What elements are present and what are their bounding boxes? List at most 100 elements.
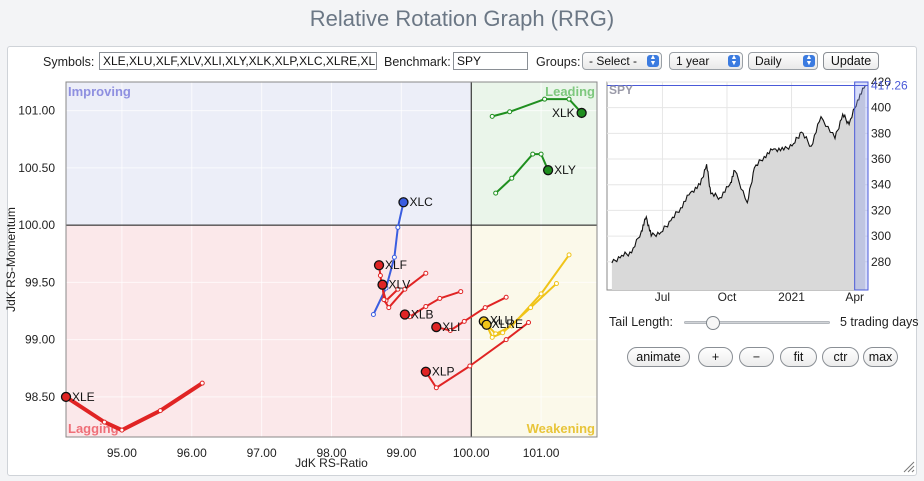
max-button[interactable]: max	[863, 347, 898, 367]
tail-length-slider-handle[interactable]	[706, 316, 721, 330]
head-marker[interactable]	[373, 260, 385, 271]
period-select-value: 1 year	[676, 54, 710, 68]
series-label: XLI	[442, 320, 460, 334]
series-label: XLB	[411, 307, 434, 321]
fit-button[interactable]: fit	[780, 347, 817, 367]
head-marker[interactable]	[481, 319, 492, 330]
tail-point	[458, 289, 464, 295]
tail-point	[493, 190, 499, 196]
head-marker[interactable]	[576, 107, 587, 119]
y-tick-label: 99.00	[25, 333, 55, 347]
tail-point	[489, 334, 495, 340]
zoom-in-button[interactable]: +	[698, 347, 733, 367]
quadrant-lagging	[66, 225, 472, 437]
tail-point	[461, 318, 467, 324]
tail-length-control: Tail Length: 5 trading days	[609, 314, 919, 332]
tail-point	[199, 380, 205, 386]
animate-button[interactable]: animate	[627, 347, 690, 367]
x-tick-label: 99.00	[386, 446, 416, 460]
tail-point	[386, 305, 392, 311]
x-tick-label: 95.00	[107, 446, 137, 460]
series-label: XLV	[389, 278, 411, 292]
head-marker[interactable]	[431, 321, 442, 333]
resize-grip-icon[interactable]	[903, 461, 915, 473]
frequency-select-value: Daily	[755, 54, 782, 68]
y-axis-label: JdK RS-Momentum	[4, 207, 18, 312]
head-marker[interactable]	[377, 279, 388, 290]
x-tick-label: 96.00	[177, 446, 207, 460]
benchmark-input[interactable]: SPY	[453, 52, 528, 70]
series-label: XLE	[72, 390, 95, 404]
series-xlv: XLV	[377, 270, 429, 311]
series-xle: XLE	[60, 380, 205, 433]
tail-point	[447, 328, 453, 333]
y-tick-label: 100.50	[18, 161, 55, 175]
tail-point	[395, 286, 401, 292]
quadrant-label-improving: Improving	[68, 84, 131, 99]
series-label: XLK	[552, 106, 575, 120]
tail-length-label: Tail Length:	[609, 315, 673, 329]
frequency-select[interactable]: Daily ▲ ▼	[748, 52, 818, 70]
center-button[interactable]: ctr	[822, 347, 859, 367]
tail-point	[566, 252, 572, 258]
tail-point	[503, 294, 509, 300]
groups-select[interactable]: - Select - ▲ ▼	[582, 52, 662, 70]
tail-point	[101, 419, 107, 425]
series-label: XLC	[409, 195, 433, 209]
tail-point	[433, 385, 439, 391]
series-xli: XLI	[431, 294, 509, 334]
tail-point	[528, 305, 534, 311]
series-xly: XLY	[493, 151, 576, 196]
series-xlp: XLP	[420, 319, 532, 391]
rrg-plot-border	[65, 81, 598, 438]
tail-point	[437, 295, 443, 301]
quadrant-label-weakening: Weakening	[527, 421, 595, 436]
rrg-quadrants	[66, 82, 597, 437]
series-label: XLRE	[492, 317, 523, 331]
series-xlu: XLU	[478, 252, 572, 337]
x-tick-label: 97.00	[247, 446, 277, 460]
y-tick-label: 99.50	[25, 275, 55, 289]
tail-point	[530, 151, 536, 157]
series-label: XLY	[554, 163, 576, 177]
tail-length-value: 5 trading days	[840, 315, 919, 329]
head-marker[interactable]	[542, 165, 554, 176]
symbols-input[interactable]: XLE,XLU,XLF,XLV,XLI,XLY,XLK,XLP,XLC,XLRE…	[99, 52, 377, 70]
groups-select-value: - Select -	[589, 54, 638, 68]
tail-point	[157, 408, 163, 414]
tail-point	[538, 291, 544, 297]
tail-point	[509, 175, 515, 181]
select-arrows-icon: ▲ ▼	[803, 54, 815, 67]
series-label: XLF	[385, 258, 407, 272]
tail-point	[507, 109, 513, 115]
tail-point	[395, 224, 401, 230]
head-marker[interactable]	[60, 391, 72, 403]
zoom-out-button[interactable]: −	[739, 347, 774, 367]
page-title: Relative Rotation Graph (RRG)	[309, 6, 615, 31]
series-xlc: XLC	[370, 195, 433, 317]
tail-point	[381, 297, 387, 303]
groups-label: Groups:	[536, 55, 581, 69]
tail-point	[538, 151, 544, 157]
tail-point	[542, 96, 548, 102]
x-tick-label: 98.00	[316, 446, 346, 460]
y-tick-label: 98.50	[25, 390, 55, 404]
tail-point	[370, 311, 376, 317]
head-marker[interactable]	[398, 197, 409, 208]
quadrant-label-leading: Leading	[545, 84, 595, 99]
x-axis-label: JdK RS-Ratio	[295, 456, 368, 470]
period-select[interactable]: 1 year ▲ ▼	[669, 52, 743, 70]
symbols-label: Symbols:	[43, 55, 95, 69]
rrg-axes: 95.00 96.00 97.00 98.00 99.00 100.00 101.00 98.…	[18, 81, 598, 460]
tail-point	[402, 286, 408, 292]
update-button[interactable]: Update	[823, 52, 879, 70]
benchmark-label: Benchmark:	[384, 55, 451, 69]
tail-point	[503, 337, 509, 343]
head-marker[interactable]	[420, 366, 431, 377]
x-tick-label: 101.00	[523, 446, 560, 460]
head-marker[interactable]	[399, 309, 411, 320]
tail-length-slider[interactable]	[684, 316, 830, 330]
series-label: XLP	[432, 365, 455, 379]
tail-point	[467, 363, 473, 369]
tail-point	[489, 113, 495, 119]
